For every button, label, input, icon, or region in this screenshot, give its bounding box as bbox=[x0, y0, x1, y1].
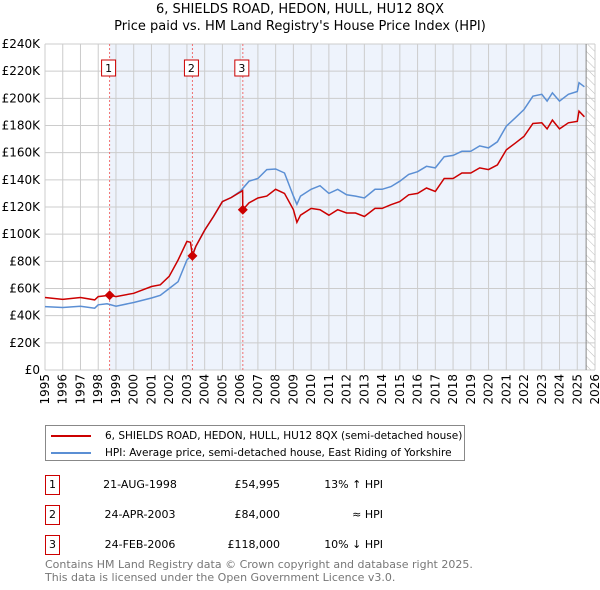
chart-subtitle: Price paid vs. HM Land Registry's House … bbox=[114, 19, 486, 34]
x-tick-label: 2011 bbox=[322, 374, 336, 405]
y-tick-label: £80K bbox=[9, 254, 41, 268]
transaction-hpi: 13% ↑ HPI bbox=[324, 478, 383, 491]
x-tick-label: 2017 bbox=[428, 374, 442, 405]
transaction-number: 2 bbox=[45, 505, 60, 525]
sale-label-box bbox=[101, 59, 117, 77]
x-tick-label: 2014 bbox=[375, 374, 389, 405]
price-chart: £0 £20K £40K £60K £80K £100K £120K £140K £160K £1… bbox=[2, 37, 600, 405]
y-tick-label: £180K bbox=[2, 119, 42, 133]
transaction-row: 2 24-APR-2003 £84,000 ≈ HPI bbox=[45, 505, 545, 525]
transaction-hpi: 10% ↓ HPI bbox=[324, 538, 383, 551]
transaction-hpi: ≈ HPI bbox=[352, 508, 383, 521]
x-tick-label: 2003 bbox=[180, 374, 194, 405]
sale-point bbox=[187, 250, 198, 261]
legend-item-property: 6, SHIELDS ROAD, HEDON, HULL, HU12 8QX (… bbox=[46, 428, 462, 444]
x-tick-label: 1999 bbox=[109, 374, 123, 405]
transaction-number: 1 bbox=[45, 475, 60, 495]
x-tick-label: 2015 bbox=[393, 374, 407, 405]
transaction-price: £54,995 bbox=[234, 478, 281, 491]
x-tick-label: 2023 bbox=[535, 374, 549, 405]
x-tick-label: 2007 bbox=[251, 374, 265, 405]
x-tick-label: 2020 bbox=[482, 374, 496, 405]
x-tick-label: 2002 bbox=[162, 374, 176, 405]
x-tick-label: 2013 bbox=[357, 374, 371, 405]
x-tick-label: 2026 bbox=[588, 374, 600, 405]
sale-label: 1 bbox=[105, 62, 112, 75]
x-tick-label: 2012 bbox=[340, 374, 354, 405]
sale-label-box bbox=[183, 59, 199, 77]
x-tick-label: 1997 bbox=[73, 374, 87, 405]
x-tick-label: 2006 bbox=[233, 374, 247, 405]
property-price-line bbox=[44, 109, 585, 301]
legend: 6, SHIELDS ROAD, HEDON, HULL, HU12 8QX (… bbox=[45, 425, 465, 461]
chart-title: 6, SHIELDS ROAD, HEDON, HULL, HU12 8QX bbox=[155, 2, 445, 17]
legend-item-hpi: HPI: Average price, semi-detached house,… bbox=[46, 445, 452, 461]
sale-label-box bbox=[234, 59, 250, 77]
x-tick-label: 2000 bbox=[127, 374, 141, 405]
legend-label-property: 6, SHIELDS ROAD, HEDON, HULL, HU12 8QX (… bbox=[105, 430, 463, 442]
legend-red-line bbox=[51, 435, 91, 437]
x-tick-label: 2024 bbox=[553, 374, 567, 405]
x-tick-label: 2018 bbox=[446, 374, 460, 405]
x-tick-label: 2005 bbox=[215, 374, 229, 405]
y-tick-label: £0 bbox=[25, 363, 40, 377]
transaction-price: £118,000 bbox=[227, 538, 281, 551]
x-tick-label: 2016 bbox=[411, 374, 425, 405]
transaction-date: 24-FEB-2006 bbox=[104, 538, 176, 551]
x-tick-label: 2004 bbox=[198, 374, 212, 405]
hpi-line bbox=[44, 81, 585, 309]
y-tick-label: £220K bbox=[2, 64, 42, 78]
legend-blue-line bbox=[51, 452, 91, 454]
footer-licence: This data is licensed under the Open Gov… bbox=[45, 571, 396, 584]
x-tick-label: 2022 bbox=[517, 374, 531, 405]
transaction-number: 3 bbox=[45, 535, 60, 555]
transaction-price: £84,000 bbox=[234, 508, 281, 521]
x-tick-label: 2008 bbox=[269, 374, 283, 405]
y-tick-label: £240K bbox=[2, 37, 42, 51]
x-tick-label: 1995 bbox=[38, 374, 52, 405]
x-tick-label: 2019 bbox=[464, 374, 478, 405]
y-tick-label: £120K bbox=[2, 200, 42, 214]
y-tick-label: £40K bbox=[9, 309, 41, 323]
y-tick-label: £100K bbox=[2, 227, 42, 241]
y-tick-label: £160K bbox=[2, 146, 42, 160]
x-tick-label: 2021 bbox=[499, 374, 513, 405]
y-tick-label: £20K bbox=[9, 336, 41, 350]
x-tick-label: 2001 bbox=[144, 374, 158, 405]
y-tick-label: £200K bbox=[2, 91, 42, 105]
footer: Contains HM Land Registry data © Crown c… bbox=[45, 558, 473, 584]
transaction-row: 1 21-AUG-1998 £54,995 13% ↑ HPI bbox=[45, 475, 545, 495]
transaction-date: 24-APR-2003 bbox=[104, 508, 176, 521]
sale-point bbox=[237, 204, 248, 215]
x-tick-label: 2025 bbox=[570, 374, 584, 405]
y-tick-label: £60K bbox=[9, 282, 41, 296]
transaction-row: 3 24-FEB-2006 £118,000 10% ↓ HPI bbox=[45, 535, 545, 555]
x-tick-label: 2009 bbox=[286, 374, 300, 405]
footer-copyright: Contains HM Land Registry data © Crown c… bbox=[45, 558, 473, 571]
legend-label-hpi: HPI: Average price, semi-detached house,… bbox=[105, 447, 452, 459]
sale-label: 2 bbox=[188, 62, 195, 75]
y-tick-label: £140K bbox=[2, 173, 42, 187]
sale-label: 3 bbox=[238, 62, 245, 75]
x-tick-label: 2010 bbox=[304, 374, 318, 405]
transaction-date: 21-AUG-1998 bbox=[103, 478, 177, 491]
x-tick-label: 1998 bbox=[91, 374, 105, 405]
x-tick-label: 1996 bbox=[56, 374, 70, 405]
sale-point bbox=[104, 290, 115, 301]
